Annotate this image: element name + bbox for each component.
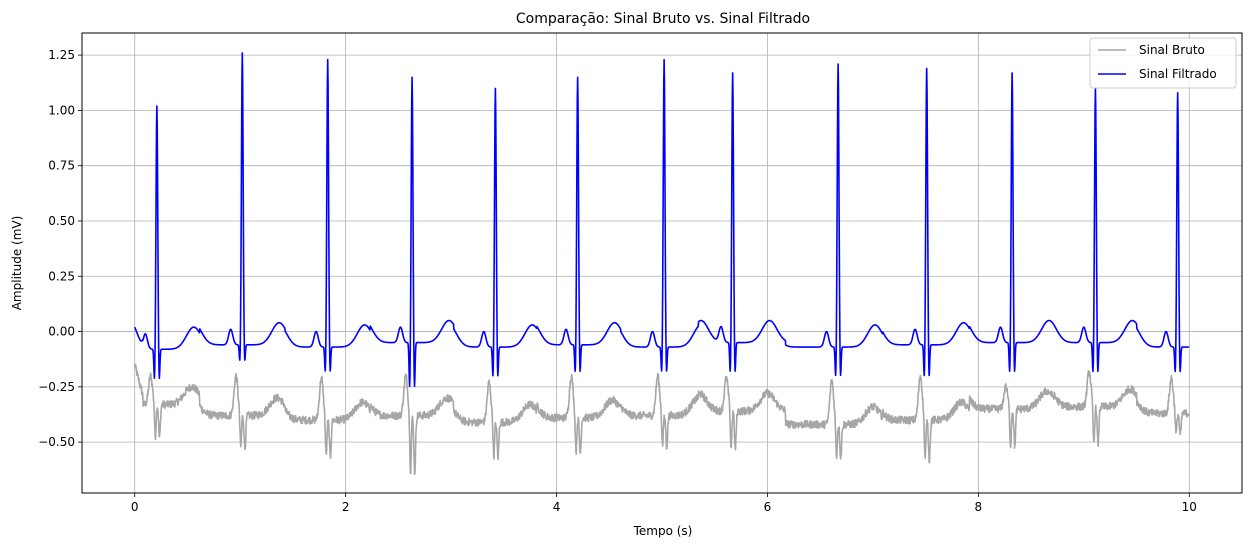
grid-lines [82,33,1242,493]
legend-label-sinal-filtrado: Sinal Filtrado [1139,67,1217,81]
legend: Sinal Bruto Sinal Filtrado [1089,37,1237,89]
y-tick-label: −0.50 [38,435,75,449]
x-axis-label: Tempo (s) [633,524,693,538]
x-tick-label: 6 [764,500,772,514]
x-tick-label: 0 [131,500,139,514]
y-tick-label: 1.00 [48,103,75,117]
y-tick-label: 1.25 [48,48,75,62]
y-tick-label: −0.25 [38,380,75,394]
x-axis: 0 2 4 6 8 10 [131,493,1197,514]
series-layer [133,52,1191,476]
legend-box [1089,37,1237,89]
y-tick-label: 0.00 [48,325,75,339]
y-tick-label: 0.75 [48,159,75,173]
x-tick-label: 8 [975,500,983,514]
x-tick-label: 10 [1182,500,1197,514]
plot-frame [81,32,1243,494]
y-tick-label: 0.25 [48,269,75,283]
y-axis: −0.50 −0.25 0.00 0.25 0.50 0.75 1.00 1.25 [38,48,82,449]
series-line-sinal-bruto [133,363,1191,476]
y-tick-label: 0.50 [48,214,75,228]
series-line-sinal-filtrado [133,52,1190,388]
x-tick-label: 2 [342,500,350,514]
y-axis-label: Amplitude (mV) [10,216,24,311]
x-tick-label: 4 [553,500,561,514]
chart-title: Comparação: Sinal Bruto vs. Sinal Filtra… [516,11,810,27]
legend-label-sinal-bruto: Sinal Bruto [1139,43,1205,57]
